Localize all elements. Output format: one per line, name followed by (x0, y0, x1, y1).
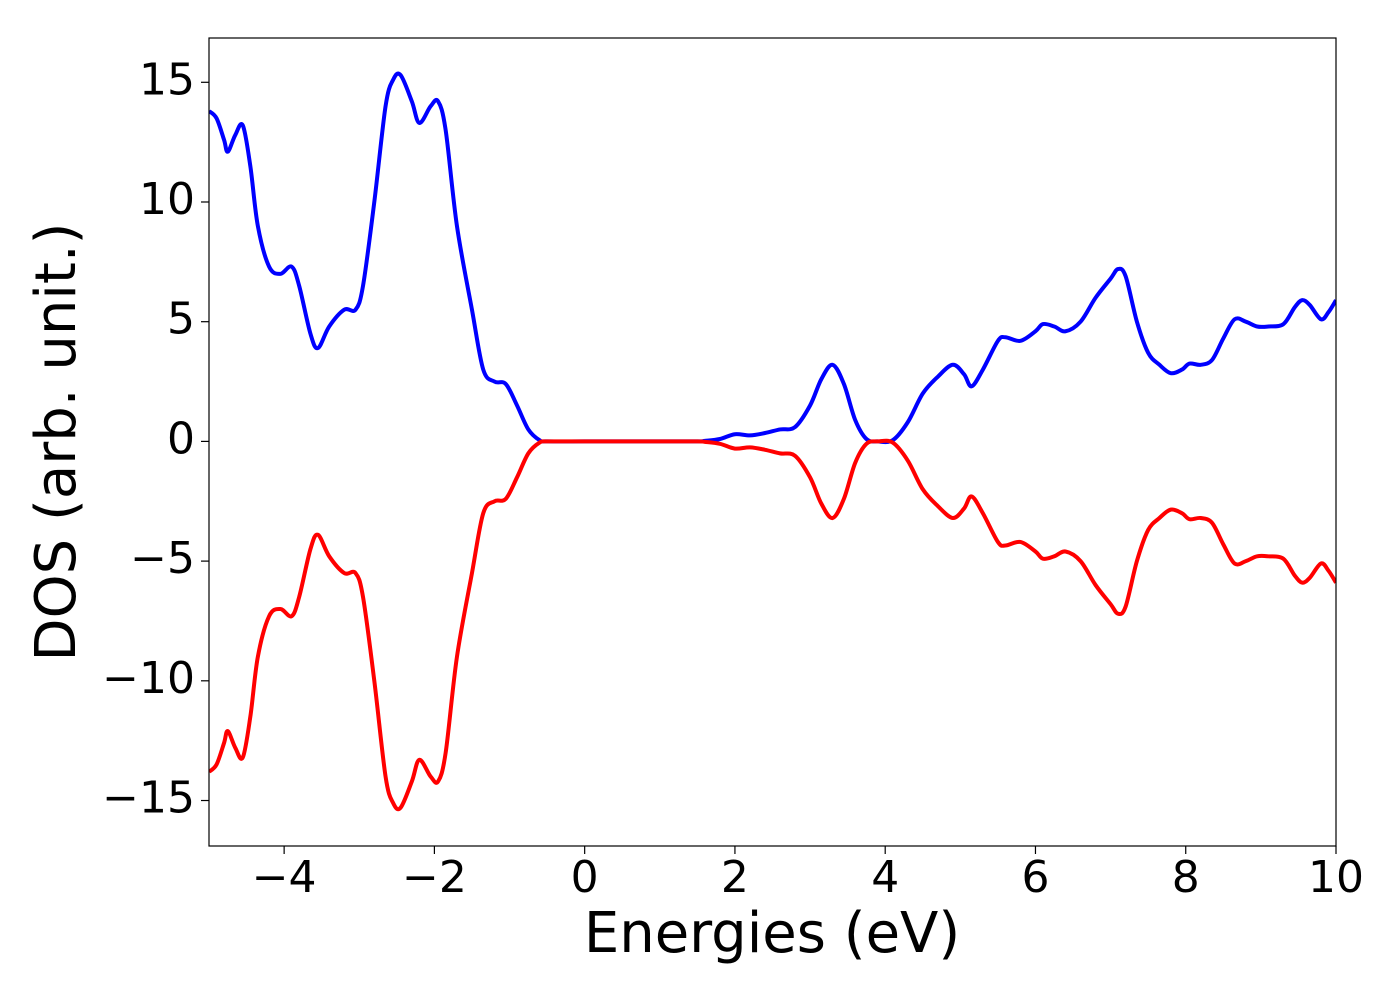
y-tick-label: 5 (167, 294, 195, 345)
x-tick-label: 8 (1172, 852, 1200, 903)
plot-lines (209, 71, 1336, 812)
y-tick-label: 0 (167, 413, 195, 464)
y-tick-label: 15 (139, 54, 195, 105)
x-tick-label: 10 (1308, 852, 1364, 903)
x-axis-label: Energies (eV) (584, 901, 960, 966)
x-tick-label: 4 (871, 852, 899, 903)
y-tick-label: −10 (102, 653, 195, 704)
dos-line (209, 71, 1336, 445)
x-tick-label: −2 (402, 852, 467, 903)
x-tick-label: −4 (252, 852, 317, 903)
dos-line (209, 438, 1336, 812)
y-tick-label: −5 (130, 533, 195, 584)
y-tick-label: −15 (102, 773, 195, 824)
x-tick-label: 0 (571, 852, 599, 903)
y-axis-label: DOS (arb. unit.) (24, 222, 89, 661)
x-tick-label: 2 (721, 852, 749, 903)
x-tick-label: 6 (1021, 852, 1049, 903)
y-tick-label: 10 (139, 174, 195, 225)
